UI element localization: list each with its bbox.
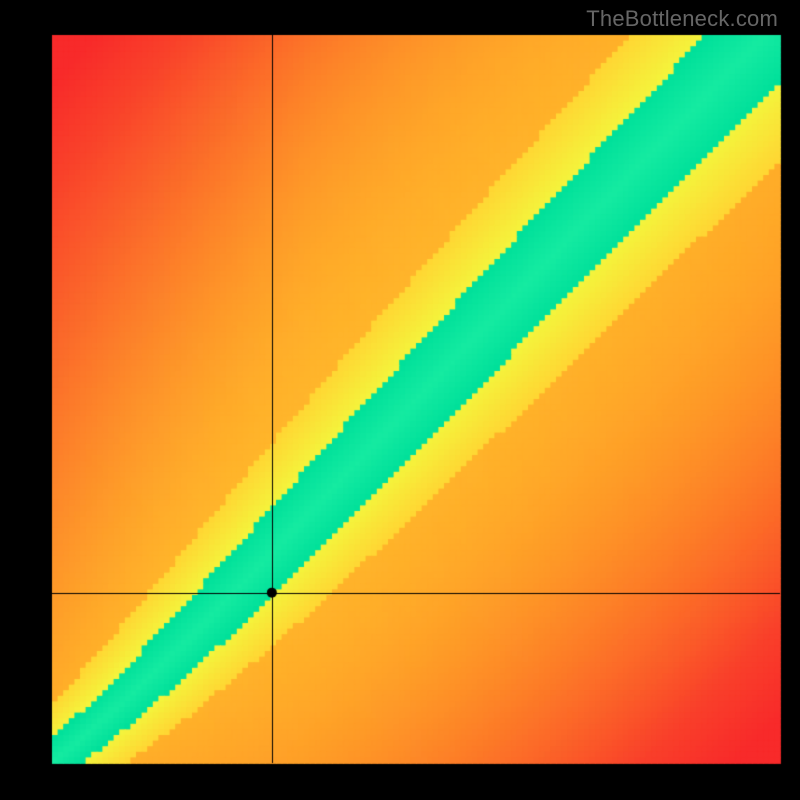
watermark-text: TheBottleneck.com (586, 6, 778, 32)
bottleneck-heatmap (0, 0, 800, 800)
